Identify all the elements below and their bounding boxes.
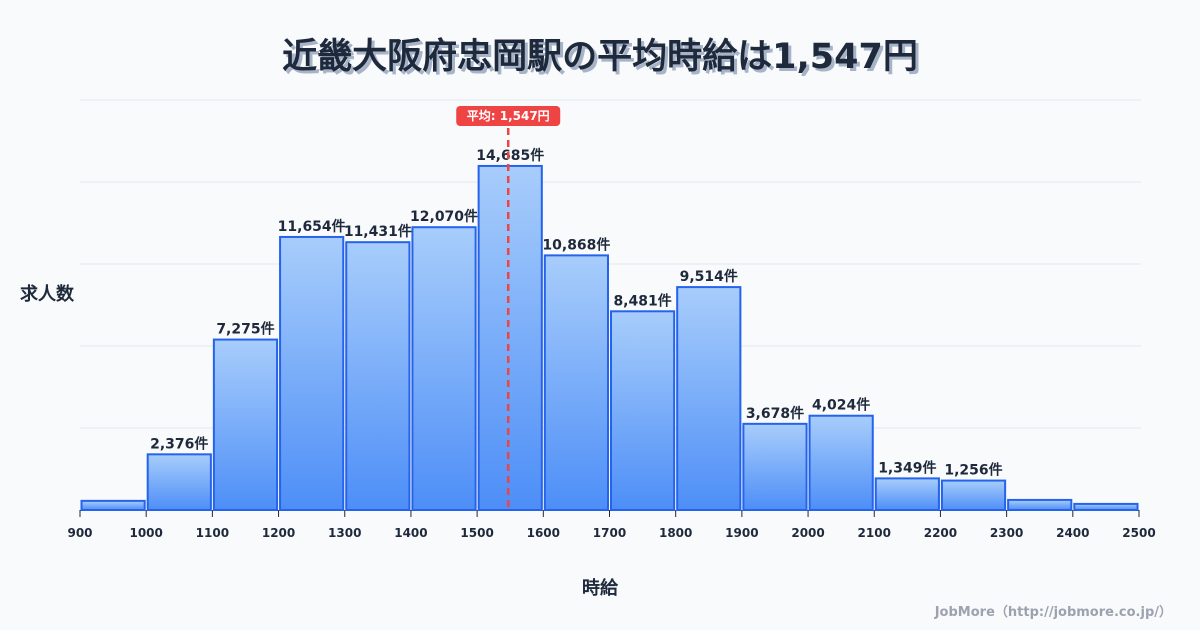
bar-value-label: 11,431件 bbox=[344, 223, 412, 240]
histogram-bar bbox=[1073, 502, 1139, 511]
credit-text: JobMore（http://jobmore.co.jp/） bbox=[934, 605, 1172, 620]
bar-value-label: 3,678件 bbox=[746, 405, 804, 422]
x-tick-label: 1700 bbox=[593, 526, 626, 540]
x-tick-label: 1000 bbox=[129, 526, 162, 540]
x-tick-label: 1100 bbox=[196, 526, 229, 540]
histogram-bar bbox=[279, 235, 345, 511]
x-tick-label: 2300 bbox=[990, 526, 1023, 540]
average-badge-label: 平均: 1,547円 bbox=[467, 108, 550, 123]
histogram-bar bbox=[874, 477, 940, 512]
bar-value-label: 10,868件 bbox=[542, 236, 610, 253]
bar-value-label: 14,685件 bbox=[476, 147, 544, 164]
histogram-bar bbox=[940, 479, 1007, 511]
histogram-bar bbox=[477, 164, 543, 512]
histogram-bar bbox=[610, 310, 676, 511]
average-line: 平均: 1,547円 bbox=[456, 106, 561, 510]
bar-value-label: 11,654件 bbox=[278, 218, 346, 235]
histogram-bar bbox=[742, 422, 808, 511]
bar-value-label: 1,256件 bbox=[944, 462, 1002, 479]
x-tick-label: 1900 bbox=[725, 526, 758, 540]
x-tick-label: 2200 bbox=[924, 526, 957, 540]
x-axis-label: 時給 bbox=[582, 578, 618, 599]
y-axis-label: 求人数 bbox=[20, 284, 74, 305]
bar-value-label: 2,376件 bbox=[150, 435, 208, 452]
x-tick-label: 1300 bbox=[328, 526, 361, 540]
bar-value-label: 1,349件 bbox=[878, 459, 936, 476]
bar-value-label: 12,070件 bbox=[410, 208, 478, 225]
x-tick-label: 2000 bbox=[791, 526, 824, 540]
x-tick-label: 1500 bbox=[460, 526, 493, 540]
bar-value-label: 9,514件 bbox=[680, 268, 738, 285]
chart-title: 近畿大阪府忠岡駅の平均時給は1,547円 bbox=[282, 37, 918, 77]
bar-value-label: 7,275件 bbox=[216, 321, 274, 338]
x-tick-label: 2400 bbox=[1056, 526, 1089, 540]
histogram-bar bbox=[543, 254, 609, 511]
x-tick-label: 1400 bbox=[394, 526, 427, 540]
x-tick-label: 2100 bbox=[858, 526, 891, 540]
average-badge bbox=[456, 106, 561, 126]
x-axis-ticks: 900 1000 1100 1200 1300 1400 1500 1600 1700 1800 1… bbox=[67, 510, 1156, 540]
histogram-bar bbox=[808, 414, 874, 511]
x-tick-label: 1200 bbox=[262, 526, 295, 540]
x-tick-label: 1800 bbox=[659, 526, 692, 540]
bar-value-label: 8,481件 bbox=[613, 292, 671, 309]
bar-value-label: 4,024件 bbox=[812, 397, 870, 414]
histogram-bar bbox=[1007, 498, 1073, 512]
x-tick-label: 1600 bbox=[527, 526, 560, 540]
histogram-bar bbox=[411, 226, 477, 512]
x-tick-label: 2500 bbox=[1122, 526, 1155, 540]
histogram-bar bbox=[146, 453, 212, 511]
histogram-bar bbox=[212, 338, 279, 511]
histogram-bar bbox=[80, 499, 146, 511]
histogram-bar bbox=[676, 286, 742, 512]
x-tick-label: 900 bbox=[67, 526, 92, 540]
histogram-bar bbox=[345, 241, 411, 512]
